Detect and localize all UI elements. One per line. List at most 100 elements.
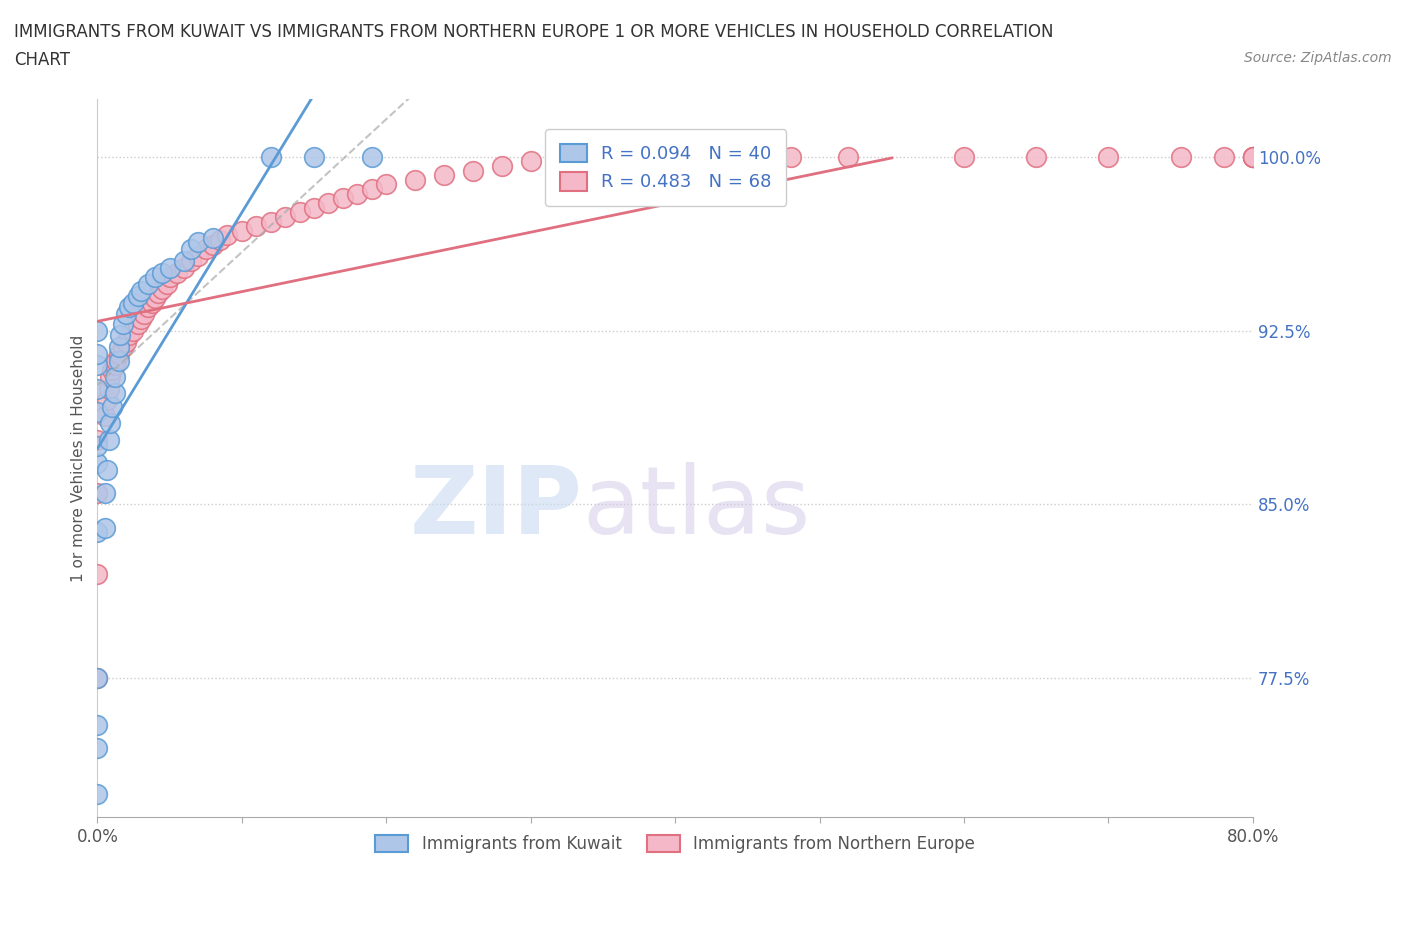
Point <box>86 346 108 361</box>
Point <box>360 181 382 196</box>
Point <box>201 237 224 252</box>
Point <box>360 149 382 164</box>
Point <box>302 200 325 215</box>
Point <box>108 353 131 368</box>
Point <box>93 485 115 500</box>
Point <box>86 787 108 802</box>
Point <box>1241 149 1264 164</box>
Point <box>194 242 217 257</box>
Point <box>146 286 169 301</box>
Y-axis label: 1 or more Vehicles in Household: 1 or more Vehicles in Household <box>72 335 86 581</box>
Point <box>737 149 759 164</box>
Point <box>209 232 232 247</box>
Point <box>156 277 179 292</box>
Point <box>150 282 173 297</box>
Point <box>122 296 145 311</box>
Point <box>97 381 120 396</box>
Point <box>1241 149 1264 164</box>
Point <box>548 149 571 164</box>
Point <box>1213 149 1236 164</box>
Point <box>86 439 108 454</box>
Text: IMMIGRANTS FROM KUWAIT VS IMMIGRANTS FROM NORTHERN EUROPE 1 OR MORE VEHICLES IN : IMMIGRANTS FROM KUWAIT VS IMMIGRANTS FRO… <box>14 23 1053 41</box>
Point <box>118 327 141 342</box>
Point <box>93 520 115 535</box>
Point <box>461 163 484 178</box>
Point <box>150 265 173 280</box>
Point <box>86 405 108 419</box>
Point <box>105 353 128 368</box>
Point <box>173 254 195 269</box>
Point <box>143 270 166 285</box>
Point <box>132 307 155 322</box>
Point <box>101 363 124 378</box>
Point <box>129 284 152 299</box>
Point <box>231 223 253 238</box>
Point <box>93 409 115 424</box>
Text: CHART: CHART <box>14 51 70 69</box>
Point <box>636 149 658 164</box>
Point <box>104 369 127 384</box>
Point <box>97 432 120 447</box>
Point <box>433 167 456 182</box>
Point <box>98 369 121 384</box>
Point <box>180 242 202 257</box>
Point <box>110 327 132 342</box>
Point <box>187 235 209 250</box>
Point <box>104 386 127 401</box>
Point <box>1097 149 1119 164</box>
Point <box>108 339 131 354</box>
Point <box>86 381 108 396</box>
Point <box>260 149 283 164</box>
Point <box>1170 149 1192 164</box>
Point <box>159 260 181 275</box>
Point <box>519 153 541 168</box>
Text: ZIP: ZIP <box>409 462 582 554</box>
Point <box>260 214 283 229</box>
Point <box>346 186 368 201</box>
Point <box>101 400 124 415</box>
Point <box>173 260 195 275</box>
Point <box>86 323 108 338</box>
Point <box>1241 149 1264 164</box>
Point <box>1025 149 1047 164</box>
Point <box>86 717 108 732</box>
Point <box>693 149 716 164</box>
Point <box>375 177 398 192</box>
Point <box>136 277 159 292</box>
Point <box>288 205 311 219</box>
Point <box>112 339 135 354</box>
Point <box>129 312 152 326</box>
Point <box>606 149 628 164</box>
Point <box>166 265 188 280</box>
Point <box>86 525 108 539</box>
Text: atlas: atlas <box>582 462 811 554</box>
Point <box>837 149 859 164</box>
Point <box>86 566 108 581</box>
Point <box>104 358 127 373</box>
Point <box>86 456 108 471</box>
Point <box>112 316 135 331</box>
Point <box>245 219 267 233</box>
Point <box>141 296 163 311</box>
Point <box>86 671 108 685</box>
Legend: Immigrants from Kuwait, Immigrants from Northern Europe: Immigrants from Kuwait, Immigrants from … <box>368 828 981 859</box>
Point <box>404 172 426 187</box>
Point <box>86 485 108 500</box>
Text: Source: ZipAtlas.com: Source: ZipAtlas.com <box>1244 51 1392 65</box>
Point <box>953 149 976 164</box>
Point <box>96 392 118 407</box>
Point <box>318 195 340 210</box>
Point <box>274 209 297 224</box>
Point <box>159 270 181 285</box>
Point <box>115 307 138 322</box>
Point <box>115 335 138 350</box>
Point <box>127 316 149 331</box>
Point <box>108 346 131 361</box>
Point <box>578 149 600 164</box>
Point <box>98 416 121 431</box>
Point <box>664 149 686 164</box>
Point <box>86 358 108 373</box>
Point <box>127 288 149 303</box>
Point <box>779 149 801 164</box>
Point <box>86 671 108 685</box>
